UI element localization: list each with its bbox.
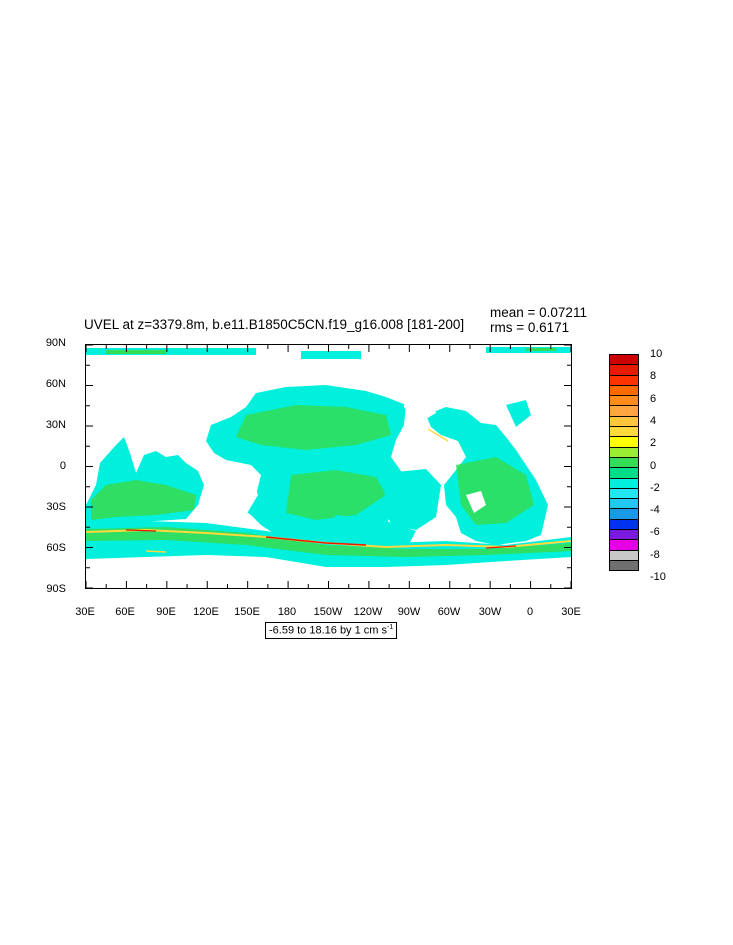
colorbar-swatch [609,559,639,572]
land-masks [234,385,486,515]
indian-ocean [86,437,204,529]
unit-exponent: -1 [387,624,394,631]
mean-stat: mean = 0.07211 [490,305,587,320]
colorbar-label: 6 [650,392,657,405]
lon-label: 60E [115,606,135,618]
lon-label: 90E [156,606,176,618]
colorbar-label: 4 [650,414,657,427]
map-field [86,345,571,588]
gulf-stream [427,428,449,442]
lon-label: 120E [193,606,219,618]
colorbar [609,354,639,572]
colorbar-label: 10 [650,348,663,360]
colorbar-label: 8 [650,370,657,383]
lon-label: 150W [313,606,343,618]
lon-label: 30W [478,606,502,618]
rms-stat: rms = 0.6171 [490,320,570,335]
lat-label-90s: 90S [46,583,66,595]
colorbar-label: -6 [650,526,660,539]
atlantic-ocean [384,400,548,545]
lon-label: 150E [234,606,260,618]
plot-title: UVEL at z=3379.8m, b.e11.B1850C5CN.f19_g… [84,317,465,332]
lon-label: 30E [561,606,581,618]
lat-label-equator: 0 [59,460,66,472]
colorbar-label: -8 [650,548,660,561]
colorbar-label: 2 [650,437,657,450]
lon-label: 0 [526,606,534,618]
contour-range-text: -6.59 to 18.16 by 1 cm s [269,624,388,637]
arctic-ocean [86,347,571,359]
colorbar-label: -2 [650,481,660,494]
lat-label-60n: 60N [45,378,66,390]
southern-ocean [86,521,571,567]
lon-label: 90W [397,606,421,618]
lat-label-60s: 60S [46,542,66,554]
lon-label: 120W [353,606,383,618]
lon-label: 60W [437,606,461,618]
colorbar-label: -10 [650,571,666,583]
map-plot [85,344,572,589]
lon-label: 30E [75,606,95,618]
colorbar-label: 0 [650,459,657,472]
contour-range-label: -6.59 to 18.16 by 1 cm s-1 [265,622,398,639]
lon-label: 180 [277,606,297,618]
colorbar-label: -4 [650,504,660,517]
lat-label-90n: 90N [45,337,66,349]
lat-label-30n: 30N [45,419,66,431]
lat-label-30s: 30S [46,501,66,513]
pacific-ocean [206,385,416,560]
